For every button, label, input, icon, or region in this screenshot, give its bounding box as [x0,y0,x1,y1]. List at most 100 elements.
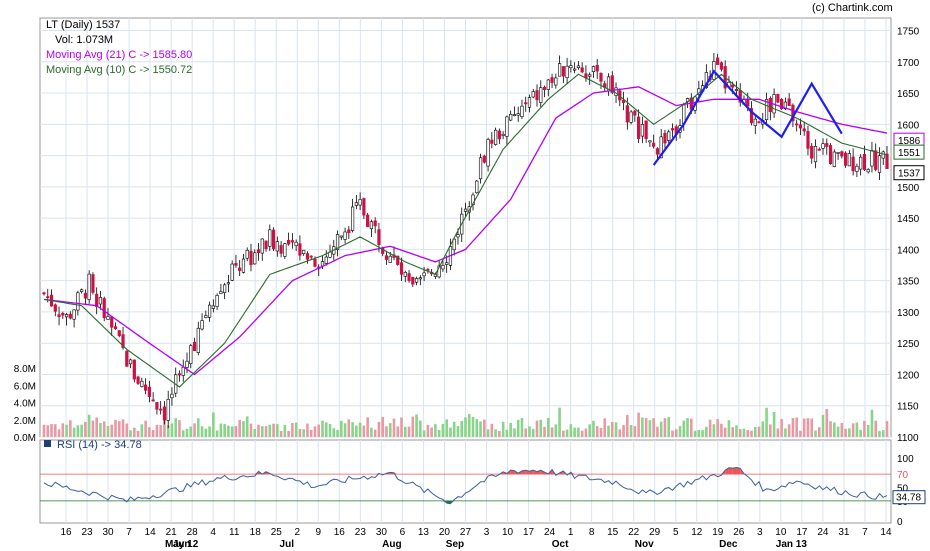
candle-body [753,118,757,126]
candle-body [855,165,859,172]
x-tick-label: 11 [229,527,240,538]
volume-bar [723,427,727,437]
volume-bar [57,429,61,437]
volume-bar [196,418,200,437]
candle-body [207,304,212,318]
candle-body [813,146,818,163]
y-tick-label: 1700 [897,58,920,69]
volume-bar [69,420,72,437]
volume-bar [562,430,565,437]
candle-body [185,360,189,368]
candle-body [241,258,246,273]
trend-lines [652,69,843,166]
volume-bar [204,428,208,437]
x-tick-label: 30 [376,527,388,538]
candle-body [588,74,592,77]
candle-body [810,145,814,159]
candle-body [798,124,803,129]
candle-body [279,245,283,254]
candle-body [870,150,874,167]
volume-bar [430,427,433,437]
candle-body [219,291,223,294]
volume-bar [524,428,528,437]
volume-bar [95,417,98,437]
volume-bar [114,419,117,437]
volume-bar [272,423,275,437]
volume-bar [757,426,761,437]
candle-body [557,63,562,77]
volume-bar [881,430,885,437]
candle-body [828,145,833,165]
volume-bar [291,423,294,437]
candle-body [524,102,528,105]
candle-body [501,133,505,136]
volume-bar [671,430,674,437]
volume-bar [626,414,629,437]
volume-bar [419,420,422,437]
volume-bar [550,427,554,437]
volume-bar [866,424,870,437]
candle-body [313,258,317,267]
volume-bar [554,424,558,437]
candle-body [189,345,193,364]
candle-body [256,249,261,253]
candle-body [527,97,532,108]
candle-body [418,277,422,280]
price-tag-box [893,165,925,181]
candle-body [877,155,882,173]
volume-bar [117,421,121,437]
volume-bar [279,430,283,437]
volume-bar [705,426,708,437]
volume-bar [200,426,204,437]
volume-bar [140,424,144,437]
candle-body [200,320,204,330]
volume-bar [509,422,512,437]
candle-body [599,72,603,82]
rsi-legend-swatch [44,440,51,447]
candle-body [565,65,569,78]
candle-body [166,398,170,421]
rsi-overbought-fill [254,471,259,475]
volume-bar [298,428,302,437]
volume-bar [306,423,309,437]
candle-body [550,77,554,83]
candle-body [716,57,720,65]
volume-bar [133,427,136,437]
candle-body [399,262,404,275]
candle-body [494,129,498,145]
candle-body [350,206,355,231]
candle-body [806,131,810,149]
volume-bar [874,420,878,437]
candle-body [234,263,238,266]
volume-bar [802,418,806,437]
volume-bar [136,430,140,437]
x-tick-label: 13 [418,527,430,538]
candle-body [260,238,264,254]
volume-bar [388,423,392,437]
candle-body [847,153,851,167]
volume-bar [833,422,836,437]
x-tick-label: 10 [775,527,787,538]
x-tick-label: 29 [649,527,661,538]
volume-bar [791,418,795,437]
x-tick-label: 16 [334,527,346,538]
volume-bar [814,430,817,437]
volume-bar [366,417,369,437]
volume-bar [772,412,776,437]
candle-body [783,101,787,110]
rsi-tick-label: 70 [897,470,909,481]
x-tick-label: 30 [102,527,114,538]
volume-bar [324,422,328,437]
volume-bar [253,429,257,437]
candle-body [452,238,456,251]
candle-body [271,229,276,250]
volume-bar [212,412,215,437]
volume-bar [622,424,625,437]
volume-bar [859,429,862,437]
candle-body [441,265,445,270]
volume-bar [452,421,456,437]
volume-bar [411,416,415,437]
candle-body [640,124,644,137]
volume-bar [219,423,223,437]
x-tick-label: 7 [126,527,132,538]
